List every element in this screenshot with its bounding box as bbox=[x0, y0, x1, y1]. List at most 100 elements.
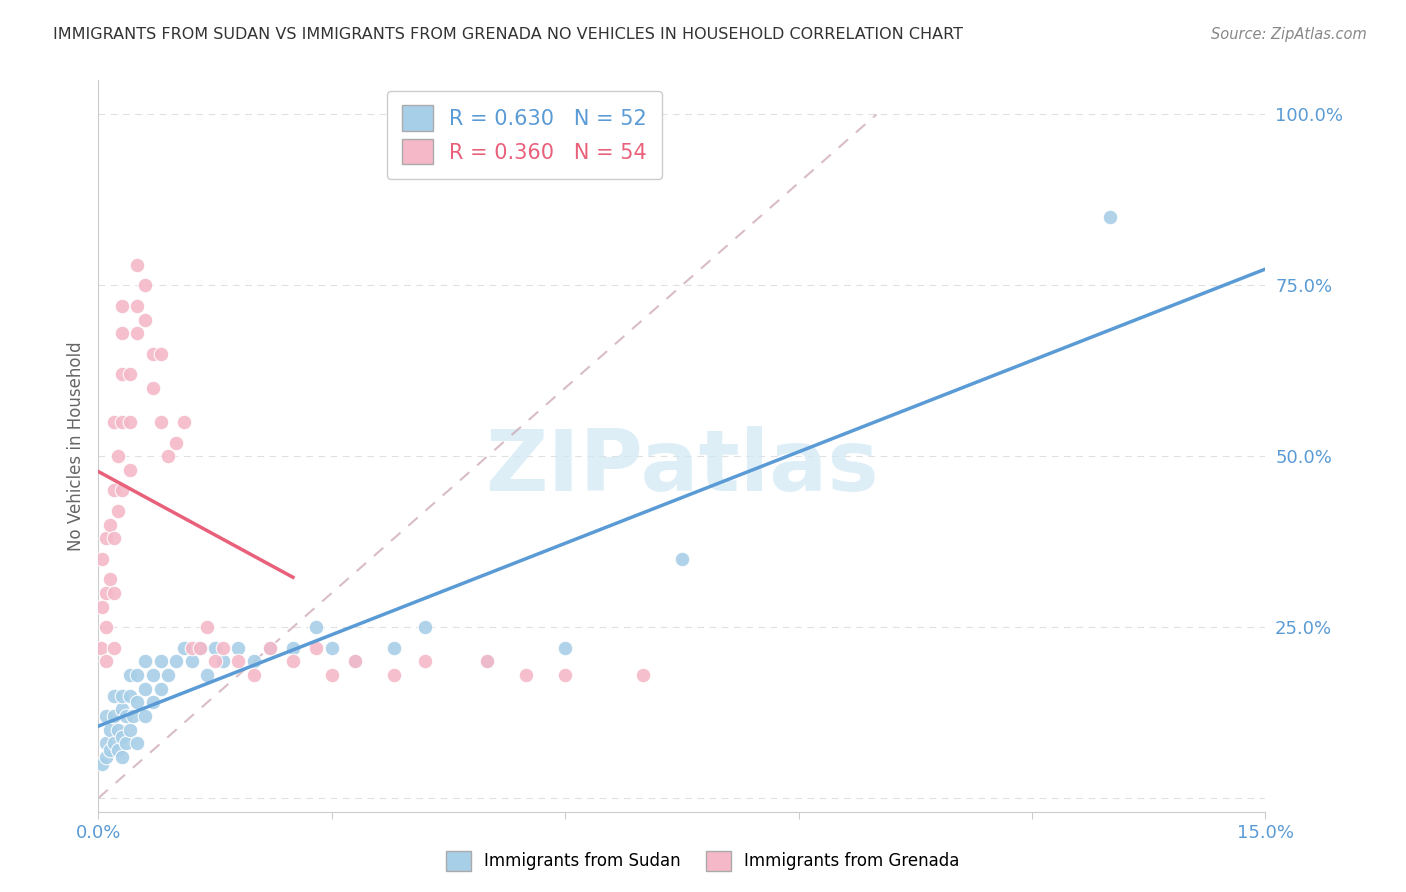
Point bbox=[111, 368, 134, 382]
Point bbox=[118, 689, 141, 703]
Point bbox=[305, 620, 328, 634]
Point bbox=[103, 483, 125, 498]
Point bbox=[259, 640, 281, 655]
Point bbox=[134, 681, 156, 696]
Point bbox=[111, 730, 134, 744]
Point bbox=[243, 668, 266, 682]
Point bbox=[98, 572, 121, 586]
Point bbox=[305, 640, 328, 655]
Point bbox=[228, 654, 250, 668]
Point bbox=[321, 668, 343, 682]
Point bbox=[142, 695, 165, 709]
Point bbox=[142, 668, 165, 682]
Point bbox=[118, 463, 141, 477]
Point bbox=[321, 640, 343, 655]
Point bbox=[195, 620, 218, 634]
Text: ZIPatlas: ZIPatlas bbox=[485, 426, 879, 509]
Point bbox=[382, 668, 405, 682]
Point bbox=[107, 743, 129, 757]
Text: Source: ZipAtlas.com: Source: ZipAtlas.com bbox=[1211, 27, 1367, 42]
Point bbox=[165, 435, 187, 450]
Point bbox=[90, 640, 112, 655]
Point bbox=[91, 551, 114, 566]
Point bbox=[103, 689, 125, 703]
Point bbox=[173, 415, 195, 429]
Point bbox=[212, 654, 235, 668]
Point bbox=[118, 415, 141, 429]
Point bbox=[127, 695, 149, 709]
Point bbox=[188, 640, 211, 655]
Point bbox=[631, 668, 654, 682]
Point bbox=[118, 668, 141, 682]
Point bbox=[127, 258, 149, 272]
Legend: R = 0.630   N = 52, R = 0.360   N = 54: R = 0.630 N = 52, R = 0.360 N = 54 bbox=[387, 91, 662, 179]
Point bbox=[98, 743, 121, 757]
Point bbox=[103, 531, 125, 545]
Point bbox=[149, 681, 172, 696]
Point bbox=[103, 415, 125, 429]
Point bbox=[554, 640, 576, 655]
Point bbox=[118, 723, 141, 737]
Point bbox=[98, 517, 121, 532]
Point bbox=[554, 668, 576, 682]
Point bbox=[96, 586, 118, 600]
Point bbox=[127, 326, 149, 341]
Point bbox=[127, 668, 149, 682]
Point bbox=[111, 483, 134, 498]
Point bbox=[413, 620, 436, 634]
Point bbox=[96, 620, 118, 634]
Point bbox=[114, 736, 136, 750]
Point bbox=[1098, 210, 1121, 224]
Point bbox=[111, 415, 134, 429]
Point bbox=[96, 709, 118, 723]
Point bbox=[243, 654, 266, 668]
Point bbox=[134, 278, 156, 293]
Point bbox=[149, 347, 172, 361]
Point bbox=[212, 640, 235, 655]
Point bbox=[134, 654, 156, 668]
Point bbox=[111, 750, 134, 764]
Point bbox=[107, 723, 129, 737]
Point bbox=[228, 640, 250, 655]
Point bbox=[91, 599, 114, 614]
Legend: Immigrants from Sudan, Immigrants from Grenada: Immigrants from Sudan, Immigrants from G… bbox=[437, 842, 969, 880]
Point bbox=[103, 586, 125, 600]
Point bbox=[114, 709, 136, 723]
Point bbox=[515, 668, 537, 682]
Point bbox=[118, 368, 141, 382]
Point bbox=[344, 654, 367, 668]
Text: IMMIGRANTS FROM SUDAN VS IMMIGRANTS FROM GRENADA NO VEHICLES IN HOUSEHOLD CORREL: IMMIGRANTS FROM SUDAN VS IMMIGRANTS FROM… bbox=[53, 27, 963, 42]
Point bbox=[103, 640, 125, 655]
Point bbox=[103, 736, 125, 750]
Point bbox=[111, 299, 134, 313]
Point bbox=[259, 640, 281, 655]
Point bbox=[111, 689, 134, 703]
Point bbox=[111, 326, 134, 341]
Point bbox=[204, 654, 226, 668]
Point bbox=[149, 654, 172, 668]
Point bbox=[107, 504, 129, 518]
Point bbox=[91, 756, 114, 771]
Point bbox=[96, 736, 118, 750]
Point bbox=[195, 668, 218, 682]
Y-axis label: No Vehicles in Household: No Vehicles in Household bbox=[66, 341, 84, 551]
Point bbox=[98, 723, 121, 737]
Point bbox=[127, 736, 149, 750]
Point bbox=[477, 654, 499, 668]
Point bbox=[111, 702, 134, 716]
Point bbox=[107, 449, 129, 463]
Point bbox=[180, 654, 202, 668]
Point bbox=[142, 347, 165, 361]
Point bbox=[165, 654, 187, 668]
Point bbox=[149, 415, 172, 429]
Point bbox=[204, 640, 226, 655]
Point bbox=[157, 668, 180, 682]
Point bbox=[477, 654, 499, 668]
Point bbox=[413, 654, 436, 668]
Point bbox=[173, 640, 195, 655]
Point bbox=[103, 709, 125, 723]
Point bbox=[134, 312, 156, 326]
Point bbox=[344, 654, 367, 668]
Point bbox=[157, 449, 180, 463]
Point bbox=[281, 654, 304, 668]
